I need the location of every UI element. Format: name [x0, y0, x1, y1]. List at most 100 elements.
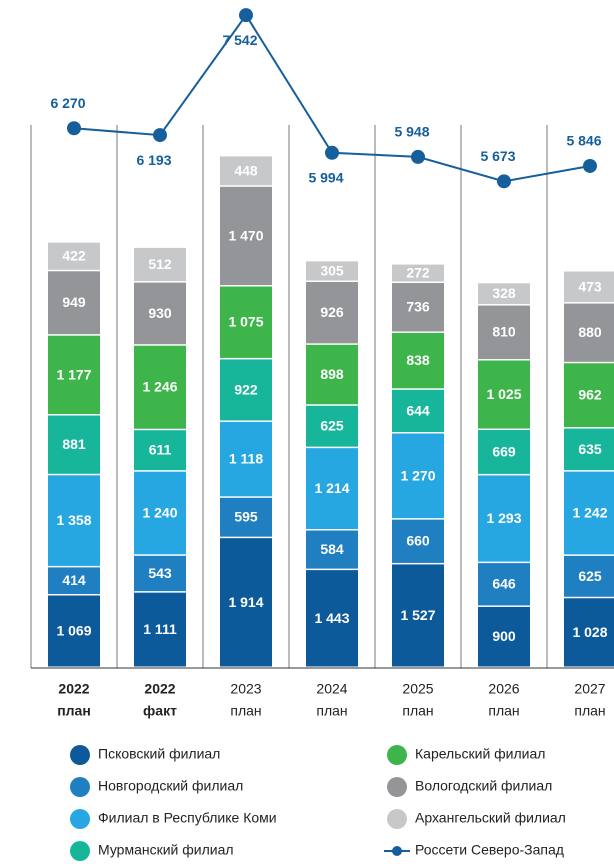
value-label: 512: [148, 256, 172, 272]
x-tick-label: 2026: [488, 681, 519, 697]
value-label: 1 358: [56, 512, 91, 528]
bar-segment: [306, 448, 358, 529]
bar-segment: [564, 303, 614, 362]
value-label: 595: [234, 509, 258, 525]
bar-segment: [220, 538, 272, 667]
bar-segment: [306, 344, 358, 405]
bar-segment: [392, 564, 444, 667]
bar-segment: [392, 433, 444, 519]
line-point: [583, 158, 597, 173]
bar-segment: [134, 247, 186, 282]
bar-segment: [392, 519, 444, 563]
bar-segment: [306, 530, 358, 569]
line-label: 5 673: [480, 148, 515, 164]
bar-segment: [134, 282, 186, 345]
bar-segment: [478, 430, 530, 474]
line-label: 5 846: [566, 133, 601, 149]
value-label: 1 118: [229, 451, 263, 467]
bar-segment: [306, 570, 358, 667]
value-label: 1 270: [400, 467, 435, 483]
bar-segment: [392, 332, 444, 389]
bar-segment: [134, 555, 186, 592]
value-label: 272: [406, 265, 430, 281]
bar-segment: [48, 595, 100, 667]
bar-segment: [478, 475, 530, 562]
value-label: 880: [578, 324, 602, 340]
bar-segment: [220, 497, 272, 537]
legend-label: Новгородский филиал: [98, 778, 243, 794]
value-label: 922: [234, 381, 258, 397]
value-label: 838: [406, 352, 430, 368]
value-label: 1 527: [400, 607, 435, 623]
value-label: 1 075: [228, 314, 263, 330]
line-label: 6 193: [136, 152, 171, 168]
value-label: 1 028: [572, 624, 607, 640]
value-label: 810: [492, 324, 516, 340]
legend-marker: [387, 777, 407, 797]
bar-segment: [306, 282, 358, 344]
bar-segment: [564, 471, 614, 555]
legend-marker: [387, 809, 407, 829]
value-label: 1 242: [572, 504, 607, 520]
value-label: 543: [148, 565, 172, 581]
x-tick-label: план: [57, 703, 91, 719]
value-label: 926: [320, 304, 344, 320]
bar-segment: [48, 475, 100, 566]
value-label: 900: [492, 628, 516, 644]
line-point: [411, 149, 425, 164]
legend-label: Мурманский филиал: [98, 842, 234, 858]
bar-segment: [392, 389, 444, 432]
line-label: 7 542: [222, 32, 257, 48]
value-label: 660: [406, 533, 430, 549]
value-label: 1 111: [143, 621, 177, 637]
value-label: 625: [578, 568, 602, 584]
bar-segment: [564, 428, 614, 471]
bar-segment: [564, 598, 614, 667]
value-label: 1 443: [314, 610, 349, 626]
value-label: 422: [62, 248, 86, 264]
line-point: [239, 8, 253, 23]
value-label: 1 246: [142, 379, 177, 395]
bar-segment: [478, 563, 530, 606]
value-label: 448: [234, 162, 258, 178]
value-label: 584: [320, 541, 344, 557]
value-label: 635: [578, 441, 602, 457]
x-tick-label: план: [230, 703, 261, 719]
bar-segment: [134, 471, 186, 555]
legend-marker: [70, 777, 90, 797]
bar-segment: [306, 261, 358, 281]
x-tick-label: 2023: [230, 681, 261, 697]
x-tick-label: план: [488, 703, 519, 719]
line-label: 5 994: [308, 170, 343, 186]
bar-segment: [564, 555, 614, 597]
x-tick-label: план: [402, 703, 433, 719]
x-tick-label: 2024: [316, 681, 347, 697]
bar-segment: [48, 242, 100, 270]
bar-segment: [478, 283, 530, 305]
value-label: 736: [406, 299, 430, 315]
value-label: 414: [62, 572, 86, 588]
line-point: [497, 174, 511, 189]
x-tick-label: 2022: [144, 681, 175, 697]
value-label: 930: [148, 305, 172, 321]
line-point: [67, 121, 81, 136]
bar-segment: [134, 430, 186, 471]
legend-label: Россети Северо-Запад: [415, 842, 564, 858]
legend-marker: [70, 841, 90, 861]
x-tick-label: план: [574, 703, 605, 719]
value-label: 646: [492, 576, 516, 592]
bar-segment: [220, 186, 272, 285]
value-label: 669: [492, 443, 516, 459]
bar-segment: [134, 345, 186, 429]
value-label: 328: [492, 285, 516, 301]
legend-label: Карельский филиал: [415, 746, 545, 762]
value-label: 881: [62, 436, 86, 452]
value-label: 1 069: [56, 622, 91, 638]
line-label: 5 948: [394, 124, 429, 140]
value-label: 898: [320, 366, 344, 382]
bar-segment: [392, 283, 444, 332]
value-label: 1 240: [142, 504, 177, 520]
value-label: 1 177: [56, 366, 91, 382]
line-point: [153, 128, 167, 143]
